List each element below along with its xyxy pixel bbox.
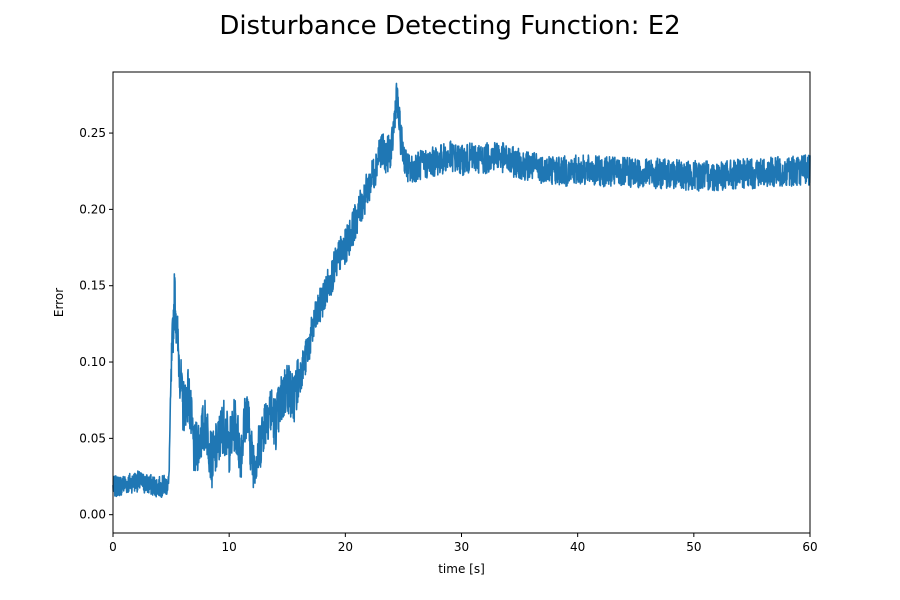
plot-area	[113, 72, 810, 533]
x-tick-label: 30	[454, 540, 469, 554]
chart-title: Disturbance Detecting Function: E2	[219, 11, 680, 41]
y-tick-label: 0.00	[79, 508, 106, 522]
y-tick-label: 0.15	[79, 279, 106, 293]
plot-frame	[112, 71, 811, 534]
x-tick-label: 0	[109, 540, 117, 554]
x-tick-label: 10	[222, 540, 237, 554]
y-tick-label: 0.10	[79, 355, 106, 369]
x-tick-label: 60	[802, 540, 817, 554]
tick-layer: 0 10 20 30 40 50 60 0.00 0.05 0.10 0.15 0.20 0.25	[79, 126, 817, 554]
x-axis-label: time [s]	[438, 562, 485, 576]
x-tick-label: 50	[686, 540, 701, 554]
y-tick-label: 0.05	[79, 431, 106, 445]
y-axis-label: Error	[52, 288, 66, 317]
y-tick-label: 0.20	[79, 202, 106, 216]
series-line-0	[112, 82, 811, 498]
x-tick-label: 20	[338, 540, 353, 554]
y-tick-label: 0.25	[79, 126, 106, 140]
x-tick-label: 40	[570, 540, 585, 554]
series-layer	[112, 82, 811, 498]
